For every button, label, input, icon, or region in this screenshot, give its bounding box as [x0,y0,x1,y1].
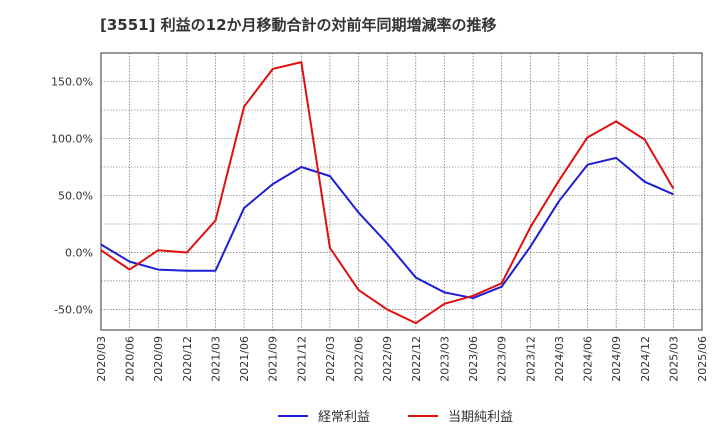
x-tick-label: 2020/03 [95,336,108,382]
y-tick-label: 100.0% [51,132,93,145]
x-tick-label: 2024/12 [639,336,652,382]
x-tick-label: 2024/06 [582,336,595,382]
x-tick-label: 2023/03 [438,336,451,382]
series-line-ordinary-profit [100,156,674,300]
y-axis-ticks: 150.0% 100.0% 50.0% 0.0% -50.0% [51,75,93,316]
x-tick-label: 2020/06 [124,336,137,382]
x-tick-label: 2022/03 [324,336,337,382]
y-tick-label: 0.0% [65,246,93,259]
x-tick-label: 2021/03 [209,336,222,382]
x-tick-label: 2022/12 [410,336,423,382]
x-tick-label: 2023/06 [467,336,480,382]
x-tick-label: 2025/06 [696,336,709,382]
y-tick-label: 50.0% [58,189,93,202]
x-tick-label: 2023/09 [496,336,509,382]
grid-lines [101,53,702,330]
legend: 経常利益 当期純利益 [278,410,513,425]
x-tick-label: 2023/12 [524,336,537,382]
x-tick-label: 2021/06 [238,336,251,382]
x-tick-label: 2024/09 [610,336,623,382]
x-tick-label: 2020/09 [152,336,165,382]
plot-area [100,52,703,331]
x-axis-ticks: 2020/03 2020/06 2020/09 2020/12 2021/03 2021/… [95,336,709,382]
y-tick-label: 150.0% [51,75,93,88]
legend-label-net-income: 当期純利益 [448,410,513,425]
x-tick-label: 2021/12 [295,336,308,382]
series-line-net-income [100,61,675,325]
series-lines [100,61,675,325]
x-tick-label: 2025/03 [667,336,680,382]
x-tick-label: 2022/09 [381,336,394,382]
x-tick-label: 2020/12 [181,336,194,382]
x-tick-label: 2022/06 [353,336,366,382]
x-tick-label: 2024/03 [553,336,566,382]
chart-title: [3551] 利益の12か月移動合計の対前年同期増減率の推移 [100,16,497,34]
y-tick-label: -50.0% [54,303,93,316]
legend-label-ordinary-profit: 経常利益 [318,410,370,425]
x-tick-label: 2021/09 [267,336,280,382]
